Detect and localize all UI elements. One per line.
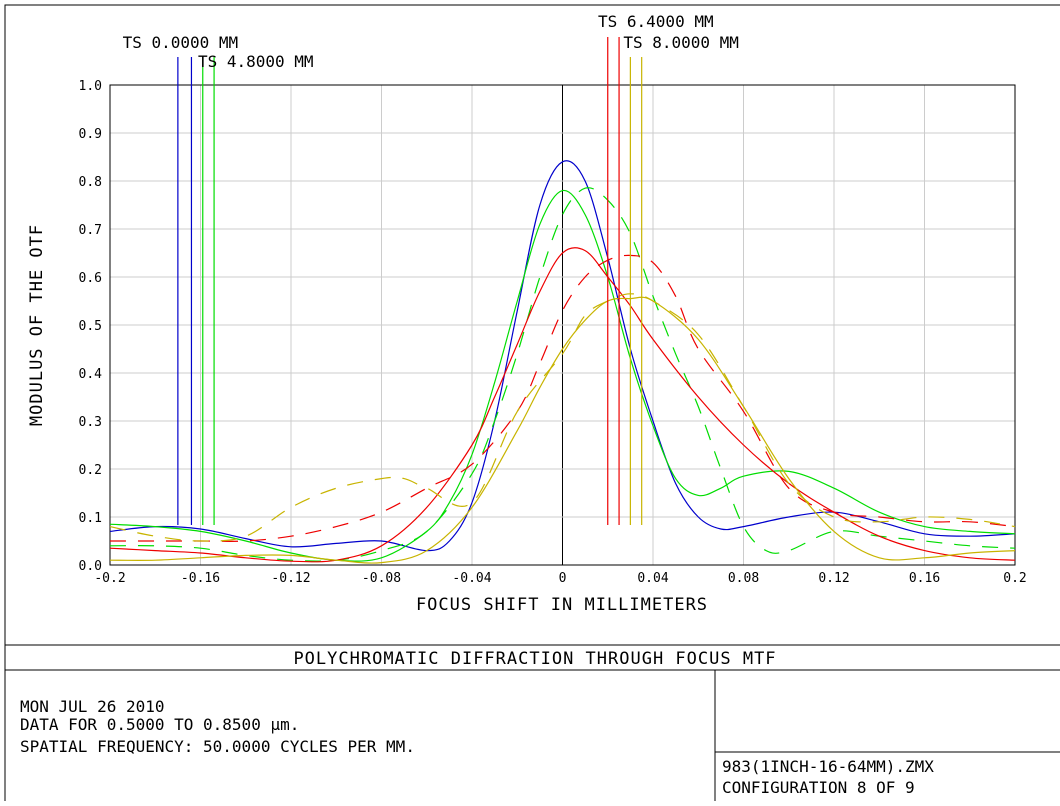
series-line-solid (109, 160, 1016, 552)
y-tick-label: 0.1 (79, 511, 102, 526)
field-marker-label: TS 6.4000 MM (598, 12, 714, 31)
y-tick-label: 0.7 (79, 223, 102, 238)
y-tick-label: 0.9 (79, 127, 102, 142)
plot-frame (109, 84, 1016, 566)
series-line-solid (109, 296, 1016, 564)
field-marker-label: TS 8.0000 MM (623, 33, 739, 52)
tick-labels: -0.2 -0.16 -0.12 -0.08 -0.04 0 0.04 0.08 0.12 0.1… (79, 79, 1027, 586)
x-tick-label: -0.16 (181, 571, 220, 586)
y-tick-label: 0.4 (79, 367, 103, 382)
field-marker-label: TS 4.8000 MM (198, 52, 314, 71)
y-tick-label: 0.0 (79, 559, 102, 574)
x-tick-label: 0.08 (728, 571, 759, 586)
footer-spatial-frequency: SPATIAL FREQUENCY: 50.0000 CYCLES PER MM… (20, 737, 415, 756)
y-tick-label: 0.5 (79, 319, 102, 334)
series-layer (109, 160, 1016, 564)
y-tick-label: 0.6 (79, 271, 102, 286)
series-line-dashed (109, 254, 1016, 542)
footer-filename: 983(1INCH-16-64MM).ZMX (722, 757, 934, 776)
y-tick-label: 0.3 (79, 415, 102, 430)
chart-title: POLYCHROMATIC DIFFRACTION THROUGH FOCUS … (293, 649, 776, 669)
field-marker-label: TS 0.0000 MM (123, 33, 239, 52)
outer-frame (4, 4, 1060, 806)
grid (109, 84, 1016, 566)
x-tick-label: 0.2 (1003, 571, 1026, 586)
y-tick-label: 1.0 (79, 79, 102, 94)
y-axis-label: MODULUS OF THE OTF (27, 224, 47, 426)
x-axis-label: FOCUS SHIFT IN MILLIMETERS (416, 595, 708, 615)
footer-data-range: DATA FOR 0.5000 TO 0.8500 µm. (20, 715, 299, 734)
x-tick-label: -0.04 (452, 571, 491, 586)
x-tick-label: -0.12 (271, 571, 310, 586)
y-tick-label: 0.2 (79, 463, 102, 478)
x-tick-label: -0.08 (362, 571, 401, 586)
y-tick-label: 0.8 (79, 175, 102, 190)
footer-date: MON JUL 26 2010 (20, 697, 165, 716)
footer-configuration: CONFIGURATION 8 OF 9 (722, 778, 915, 797)
x-tick-label: 0.12 (818, 571, 849, 586)
x-tick-label: -0.2 (94, 571, 125, 586)
x-tick-label: 0.04 (637, 571, 668, 586)
x-tick-label: 0.16 (909, 571, 940, 586)
x-tick-label: 0 (559, 571, 567, 586)
